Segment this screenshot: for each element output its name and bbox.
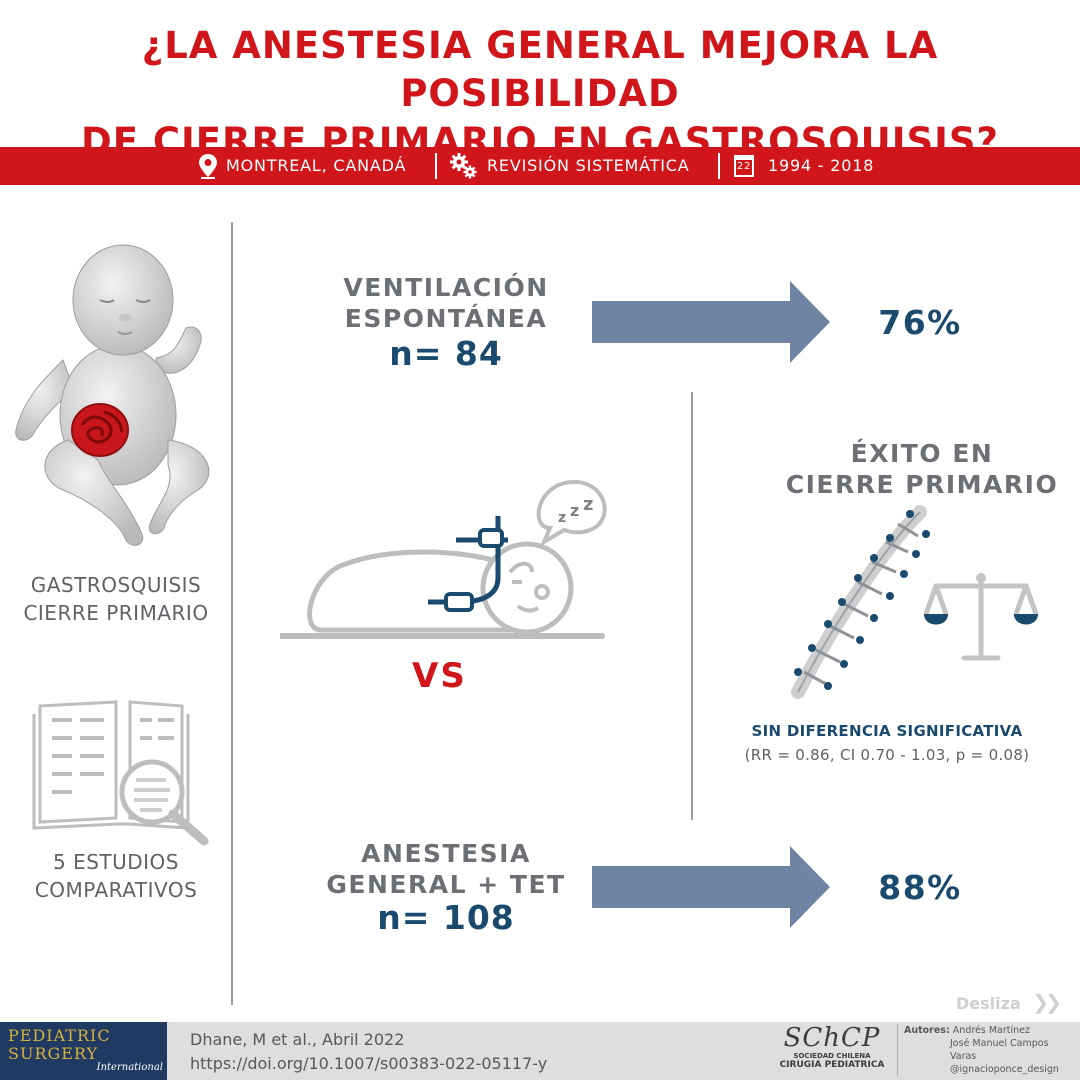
journal-line-1: PEDIATRIC — [8, 1026, 111, 1045]
authors-label: Autores: — [904, 1025, 950, 1036]
general-label: ANESTESIA GENERAL + TET — [316, 838, 576, 900]
suture-icon — [791, 505, 930, 699]
society-logo: SChCP SOCIEDAD CHILENA CIRUGIA PEDIATRIC… — [770, 1024, 894, 1071]
vs-label: VS — [412, 656, 467, 696]
author-3: @ignacioponce_design — [950, 1064, 1059, 1075]
double-chevron-right-icon: ❯❯ — [1032, 990, 1061, 1014]
title-line-1: ¿LA ANESTESIA GENERAL MEJORA LA POSIBILI… — [141, 24, 939, 115]
right-divider — [691, 392, 693, 820]
bar-divider — [718, 153, 720, 179]
sleeping-infant-illustration: z z z — [280, 480, 607, 639]
footer-divider — [897, 1024, 898, 1076]
condition-line-2: CIERRE PRIMARIO — [23, 601, 209, 625]
location-text: MONTREAL, CANADÁ — [226, 156, 407, 175]
spontaneous-arrow — [592, 281, 830, 363]
swipe-text: Desliza — [956, 994, 1021, 1013]
condition-line-1: GASTROSQUISIS — [30, 573, 202, 597]
location-item: MONTREAL, CANADÁ — [198, 147, 406, 185]
gears-icon — [450, 153, 477, 179]
footer — [0, 1022, 1080, 1080]
sleep-z-1: z — [558, 510, 566, 526]
general-n: n= 108 — [377, 898, 515, 937]
society-line-1: SOCIEDAD CHILENA — [793, 1052, 871, 1060]
authors-block: Autores: Andrés Martínez José Manuel Cam… — [904, 1024, 1076, 1076]
citation: Dhane, M et al., Abril 2022 — [190, 1030, 405, 1049]
spontaneous-line-2: ESPONTÁNEA — [344, 304, 548, 333]
society-logo-text: SChCP — [783, 1023, 881, 1053]
spontaneous-result: 76% — [878, 303, 962, 342]
author-1: Andrés Martínez — [952, 1025, 1030, 1036]
info-bar: MONTREAL, CANADÁ REVISIÓN SISTEMÁTICA 22… — [0, 147, 1080, 185]
studies-line-1: 5 ESTUDIOS — [52, 850, 179, 874]
study-type-item: REVISIÓN SISTEMÁTICA — [449, 147, 689, 185]
outcome-heading-line-1: ÉXITO EN — [850, 439, 994, 468]
stats-text: (RR = 0.86, CI 0.70 - 1.03, p = 0.08) — [744, 746, 1030, 764]
swipe-hint[interactable]: Desliza ❯❯ — [956, 990, 1062, 1014]
society-line-2: CIRUGIA PEDIATRICA — [779, 1060, 885, 1070]
years-text: 1994 - 2018 — [768, 156, 875, 175]
book-magnifier-icon — [32, 700, 209, 846]
journal-line-2: SURGERY — [8, 1044, 99, 1063]
general-line-2: GENERAL + TET — [326, 870, 566, 899]
general-arrow — [592, 846, 830, 928]
condition-label: GASTROSQUISIS CIERRE PRIMARIO — [0, 571, 232, 627]
journal-line-3: International — [96, 1062, 163, 1073]
left-divider — [231, 222, 233, 1005]
outcome-heading-line-2: CIERRE PRIMARIO — [785, 470, 1059, 499]
general-result: 88% — [878, 868, 962, 907]
years-item: 22 1994 - 2018 — [734, 147, 874, 185]
study-type-text: REVISIÓN SISTEMÁTICA — [487, 156, 690, 175]
spontaneous-line-1: VENTILACIÓN — [343, 273, 549, 302]
calendar-icon: 22 — [734, 155, 754, 177]
baby-illustration — [15, 244, 210, 546]
significance-text: SIN DIFERENCIA SIGNIFICATIVA — [751, 722, 1023, 740]
balance-scale-icon — [923, 573, 1039, 661]
general-line-1: ANESTESIA — [361, 839, 531, 868]
location-pin-icon — [199, 154, 217, 179]
sleep-z-3: z — [583, 494, 593, 515]
spontaneous-n: n= 84 — [389, 334, 503, 373]
author-2: José Manuel Campos Varas — [950, 1038, 1049, 1062]
journal-logo: PEDIATRIC SURGERY International — [0, 1022, 167, 1080]
bar-divider — [435, 153, 437, 179]
studies-label: 5 ESTUDIOS COMPARATIVOS — [0, 848, 232, 904]
sleep-z-2: z — [570, 501, 579, 520]
doi-link[interactable]: https://doi.org/10.1007/s00383-022-05117… — [190, 1054, 548, 1073]
studies-line-2: COMPARATIVOS — [34, 878, 198, 902]
page-title: ¿LA ANESTESIA GENERAL MEJORA LA POSIBILI… — [0, 22, 1080, 166]
outcome-heading: ÉXITO EN CIERRE PRIMARIO — [760, 438, 1080, 500]
spontaneous-label: VENTILACIÓN ESPONTÁNEA — [316, 272, 576, 334]
